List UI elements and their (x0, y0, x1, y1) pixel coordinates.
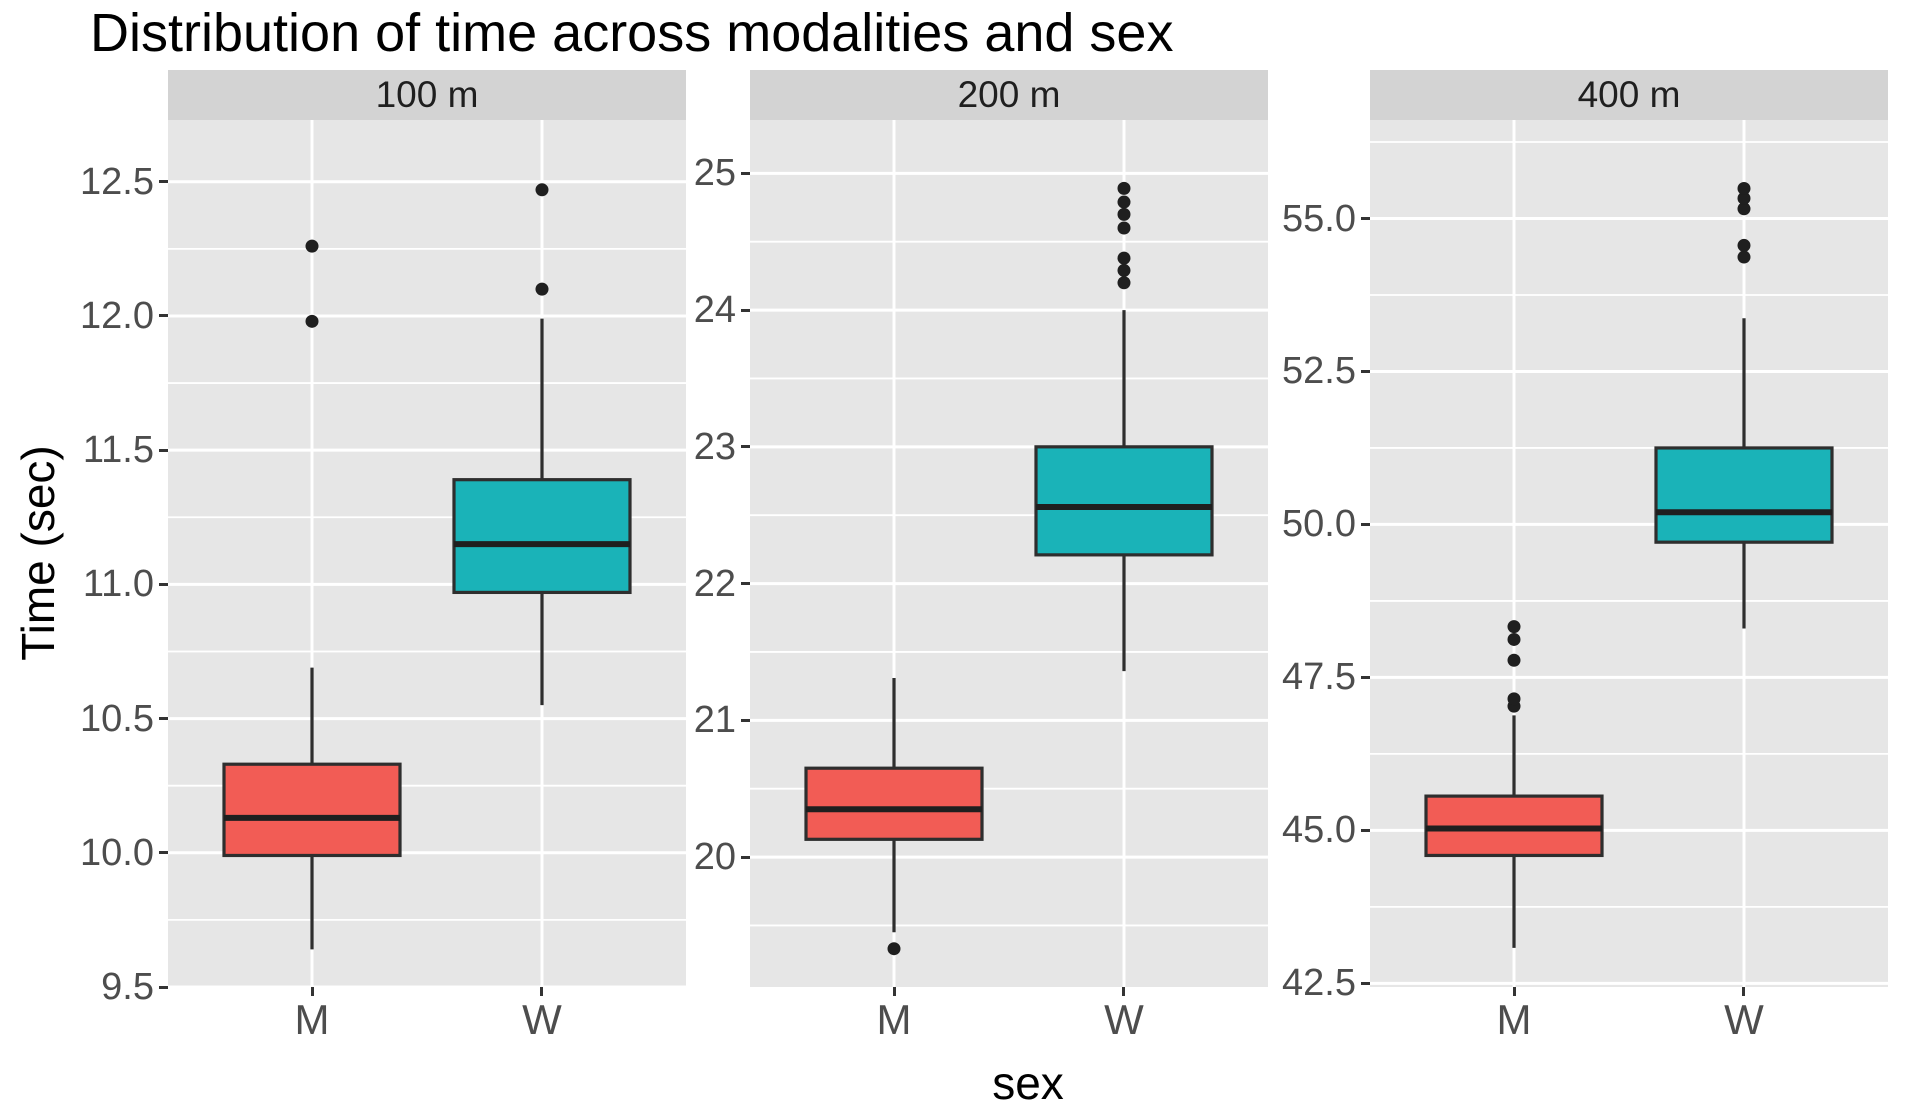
y-tick-label: 11.5 (82, 429, 154, 472)
facet-strip-label: 100 m (375, 74, 479, 115)
y-tick-mark (159, 985, 168, 989)
y-axis-title: Time (sec) (12, 445, 64, 661)
boxplot-w-400m (1654, 182, 1834, 629)
x-tick-mark (1122, 987, 1126, 996)
x-tick-mark (540, 987, 544, 996)
y-tick-label: 12.5 (80, 160, 154, 203)
y-tick-label: 24 (693, 289, 736, 332)
outlier-point (887, 942, 901, 956)
x-tick-label-m: M (1496, 996, 1532, 1043)
outlier-point (1737, 250, 1751, 264)
y-tick-label: 12.0 (80, 294, 154, 337)
outlier-point (305, 239, 319, 253)
x-tick-label-m: M (294, 996, 330, 1043)
x-tick-mark (1512, 987, 1516, 996)
y-tick-label: 52.5 (1282, 350, 1356, 393)
y-tick-mark (741, 582, 750, 586)
y-tick-mark (1361, 217, 1370, 220)
outlier-point (1117, 207, 1131, 221)
y-tick-label: 20 (693, 836, 736, 879)
facet-panel-100m (168, 120, 686, 987)
y-tick-label: 47.5 (1282, 656, 1356, 699)
outlier-point (1117, 276, 1131, 290)
outlier-point (1737, 182, 1751, 196)
y-tick-label: 21 (693, 699, 736, 742)
facet-strip-label: 200 m (957, 74, 1061, 115)
y-tick-label: 42.5 (1282, 962, 1356, 1005)
box-iqr (804, 766, 984, 841)
boxplot-m-200m (804, 677, 984, 956)
outlier-point (1117, 195, 1131, 209)
y-tick-mark (1361, 981, 1370, 985)
y-tick-label: 55.0 (1282, 197, 1356, 240)
facet-strip-400m: 400 m (1370, 70, 1888, 120)
y-tick-mark (159, 314, 168, 318)
chart-title: Distribution of time across modalities a… (90, 3, 1174, 63)
y-tick-mark (159, 448, 168, 452)
x-tick-mark (892, 987, 896, 996)
y-tick-mark (741, 718, 750, 722)
outlier-point (1507, 632, 1521, 646)
box-iqr (222, 762, 402, 858)
y-tick-mark (1361, 522, 1370, 526)
facet-strip-label: 400 m (1577, 74, 1681, 115)
outlier-point (1117, 251, 1131, 265)
boxplot-w-100m (452, 183, 632, 706)
y-tick-label: 50.0 (1282, 503, 1356, 546)
box-iqr (1654, 446, 1834, 544)
panel-canvas-100m (168, 120, 686, 987)
y-tick-mark (1361, 369, 1370, 373)
boxplot-m-100m (222, 239, 402, 950)
facet-panel-200m (750, 120, 1268, 987)
box-iqr (1034, 445, 1214, 557)
y-tick-mark (741, 308, 750, 312)
y-tick-label: 45.0 (1282, 809, 1356, 852)
y-tick-mark (159, 180, 168, 184)
boxplot-m-400m (1424, 620, 1604, 948)
facet-panel-400m (1370, 120, 1888, 987)
facet-strip-200m: 200 m (750, 70, 1268, 120)
y-tick-mark (741, 171, 750, 175)
outlier-point (1737, 191, 1751, 205)
outlier-point (535, 183, 549, 197)
panel-canvas-200m (750, 120, 1268, 987)
x-axis-title: sex (992, 1057, 1064, 1109)
x-tick-label-w: W (1724, 996, 1764, 1043)
outlier-point (1507, 620, 1521, 634)
x-tick-mark (1742, 987, 1746, 996)
y-tick-mark (1361, 828, 1370, 832)
x-tick-mark (310, 987, 314, 996)
y-tick-label: 11.0 (82, 563, 154, 606)
y-tick-label: 23 (693, 425, 736, 468)
facet-strip-100m: 100 m (168, 70, 686, 120)
box-iqr (452, 478, 632, 595)
outlier-point (1117, 221, 1131, 235)
y-tick-label: 25 (693, 152, 736, 195)
outlier-point (305, 314, 319, 328)
y-tick-label: 22 (693, 562, 736, 605)
y-tick-mark (159, 851, 168, 855)
panel-canvas-400m (1370, 120, 1888, 987)
y-tick-mark (159, 582, 168, 586)
y-tick-label: 9.5 (101, 966, 154, 1008)
y-tick-label: 10.5 (80, 697, 154, 740)
x-tick-label-w: W (522, 996, 562, 1043)
y-tick-label: 10.0 (80, 831, 154, 874)
y-tick-mark (1361, 675, 1370, 679)
outlier-point (1737, 238, 1751, 252)
outlier-point (535, 282, 549, 296)
boxplot-w-200m (1034, 181, 1214, 672)
x-tick-label-w: W (1104, 996, 1144, 1043)
outlier-point (1117, 263, 1131, 277)
y-tick-mark (741, 855, 750, 859)
outlier-point (1507, 653, 1521, 667)
outlier-point (1117, 181, 1131, 195)
outlier-point (1737, 202, 1751, 216)
outlier-point (1507, 692, 1521, 706)
y-tick-mark (741, 445, 750, 449)
y-tick-mark (159, 717, 168, 721)
x-tick-label-m: M (876, 996, 912, 1043)
